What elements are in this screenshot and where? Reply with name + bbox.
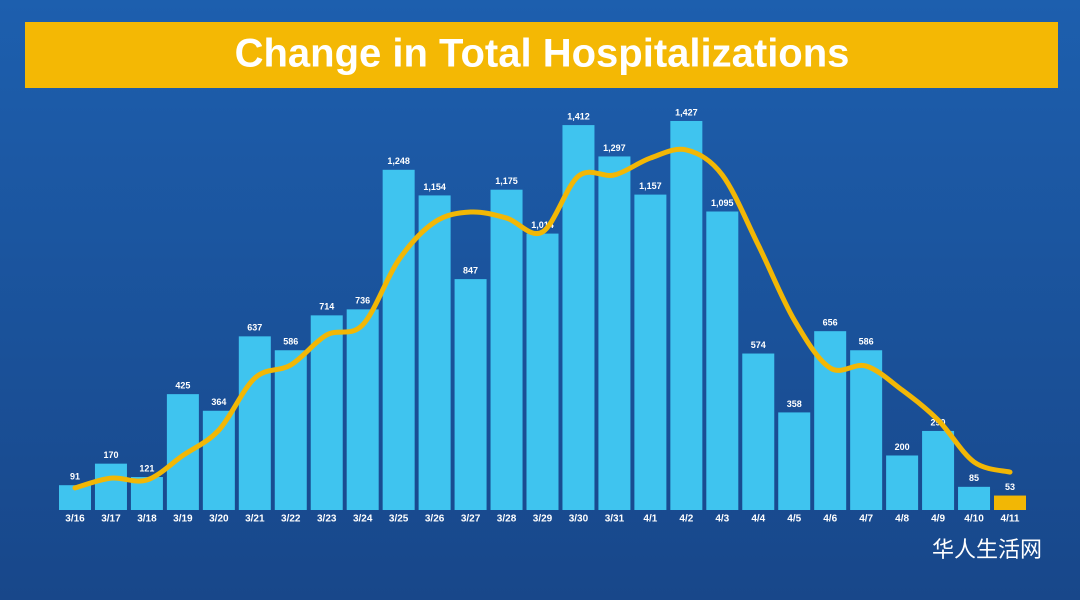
bar <box>346 309 379 510</box>
data-label: 200 <box>895 442 910 452</box>
chart-title: Change in Total Hospitalizations <box>235 32 850 76</box>
x-tick-label: 4/3 <box>715 514 729 525</box>
x-tick-label: 3/23 <box>317 514 337 525</box>
bar <box>742 353 775 510</box>
bar <box>382 169 415 510</box>
bar <box>706 211 739 510</box>
x-tick-label: 3/26 <box>425 514 445 525</box>
bar <box>238 336 271 510</box>
data-label: 1,014 <box>531 220 554 230</box>
x-tick-label: 3/30 <box>569 514 589 525</box>
bar <box>850 350 883 510</box>
bar <box>778 412 811 510</box>
bar <box>526 233 559 510</box>
x-tick-label: 3/21 <box>245 514 265 525</box>
x-tick-label: 3/29 <box>533 514 553 525</box>
data-label: 85 <box>969 473 979 483</box>
data-label: 170 <box>103 450 118 460</box>
data-label: 714 <box>319 302 334 312</box>
bar <box>202 410 235 510</box>
data-label: 656 <box>823 318 838 328</box>
x-tick-label: 4/2 <box>679 514 693 525</box>
bar <box>922 430 955 510</box>
x-tick-label: 3/19 <box>173 514 193 525</box>
bar <box>994 495 1026 510</box>
data-label: 121 <box>139 463 154 473</box>
x-tick-label: 3/28 <box>497 514 517 525</box>
bar <box>886 455 919 510</box>
x-tick-label: 4/6 <box>823 514 837 525</box>
data-label: 1,157 <box>639 181 662 191</box>
x-tick-label: 4/4 <box>751 514 765 525</box>
x-tick-label: 3/27 <box>461 514 481 525</box>
bar <box>670 121 703 510</box>
bar <box>490 189 523 510</box>
data-label: 364 <box>211 397 226 407</box>
data-label: 574 <box>751 340 766 350</box>
x-tick-label: 4/7 <box>859 514 873 525</box>
bar <box>598 156 631 510</box>
x-tick-label: 4/10 <box>964 514 984 525</box>
bar <box>634 194 667 510</box>
data-label: 586 <box>283 337 298 347</box>
x-tick-label: 3/17 <box>101 514 121 525</box>
x-tick-label: 3/25 <box>389 514 409 525</box>
watermark: 华人生活网 <box>932 537 1042 562</box>
x-tick-label: 3/20 <box>209 514 229 525</box>
data-label: 1,297 <box>603 143 626 153</box>
x-tick-label: 4/1 <box>643 514 657 525</box>
data-label: 586 <box>859 337 874 347</box>
x-tick-label: 3/24 <box>353 514 373 525</box>
trend-line <box>72 146 1013 491</box>
x-tick-label: 3/31 <box>605 514 625 525</box>
x-tick-label: 4/11 <box>1001 514 1020 525</box>
bar <box>418 195 451 510</box>
data-label: 1,412 <box>567 111 590 121</box>
bar <box>274 350 307 510</box>
x-tick-label: 4/5 <box>787 514 801 525</box>
data-label: 1,095 <box>711 198 734 208</box>
bar <box>310 315 343 510</box>
x-tick-label: 4/9 <box>931 514 945 525</box>
bar <box>562 125 595 511</box>
data-label: 358 <box>787 399 802 409</box>
title-banner <box>25 22 1058 88</box>
data-label: 53 <box>1005 482 1015 492</box>
bar <box>166 394 199 510</box>
x-tick-label: 3/22 <box>281 514 301 525</box>
bar <box>454 279 487 510</box>
data-label: 91 <box>70 472 80 482</box>
data-label: 736 <box>355 296 370 306</box>
x-tick-label: 3/16 <box>65 514 85 525</box>
data-label: 1,154 <box>423 182 446 192</box>
data-label: 637 <box>247 323 262 333</box>
data-label: 1,248 <box>387 156 410 166</box>
x-tick-label: 3/18 <box>137 514 157 525</box>
bar <box>958 486 991 510</box>
data-label: 1,427 <box>675 107 698 117</box>
data-label: 425 <box>175 381 190 391</box>
bar <box>94 463 127 510</box>
data-label: 1,175 <box>495 176 518 186</box>
data-label: 847 <box>463 265 478 275</box>
x-tick-label: 4/8 <box>895 514 909 525</box>
